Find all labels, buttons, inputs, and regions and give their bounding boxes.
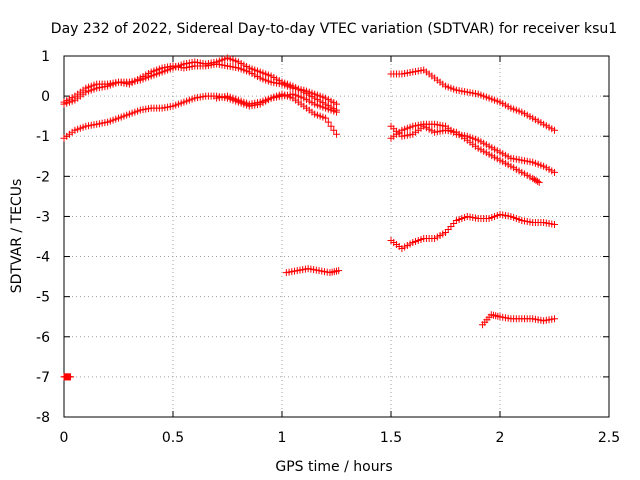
y-tick-label: -3	[36, 209, 50, 225]
data-point	[67, 373, 75, 381]
series-track	[387, 66, 558, 134]
data-point	[324, 118, 332, 126]
x-tick-labels: 0 0.5 1 1.5 2 2.5	[60, 430, 621, 446]
y-tick-labels: 1 0 -1 -2 -3 -4 -5 -6 -7 -8	[36, 49, 50, 426]
data-point	[327, 122, 335, 130]
y-tick-label: -1	[36, 129, 50, 145]
data-point	[333, 130, 340, 138]
series-track	[387, 210, 558, 253]
y-tick-label: -8	[36, 410, 50, 426]
data-point	[335, 267, 343, 275]
x-tick-label: 2	[496, 430, 505, 446]
series-track	[387, 120, 558, 176]
data-point	[330, 126, 338, 134]
y-tick-label: 0	[41, 89, 50, 105]
series-track	[60, 60, 340, 108]
x-tick-label: 2.5	[598, 430, 620, 446]
series-track	[387, 122, 543, 186]
data-point	[333, 100, 340, 108]
data-point	[333, 108, 340, 116]
x-axis-title: GPS time / hours	[275, 459, 392, 475]
data-point	[551, 168, 558, 176]
x-tick-label: 1	[278, 430, 287, 446]
y-tick-label: -5	[36, 290, 50, 306]
series-track	[282, 265, 343, 277]
y-tick-label: -7	[36, 370, 50, 386]
data-point	[322, 114, 330, 122]
x-tick-label: 0	[60, 430, 69, 446]
y-tick-label: -6	[36, 330, 50, 346]
data-point	[534, 177, 542, 185]
series-track	[60, 373, 75, 381]
data-point	[535, 178, 543, 186]
data-point	[551, 126, 558, 134]
data-point	[551, 315, 558, 323]
series-layer	[60, 54, 558, 381]
y-tick-label: -4	[36, 250, 50, 266]
chart-title: Day 232 of 2022, Sidereal Day-to-day VTE…	[51, 21, 617, 37]
series-track	[479, 311, 558, 329]
data-point	[551, 220, 558, 228]
y-tick-label: 1	[41, 49, 50, 65]
x-tick-label: 1.5	[380, 430, 402, 446]
y-tick-label: -2	[36, 169, 50, 185]
series-track	[213, 90, 340, 116]
plot-frame	[63, 55, 610, 418]
y-axis-title: SDTVAR / TECUs	[9, 179, 25, 294]
x-tick-label: 0.5	[162, 430, 184, 446]
